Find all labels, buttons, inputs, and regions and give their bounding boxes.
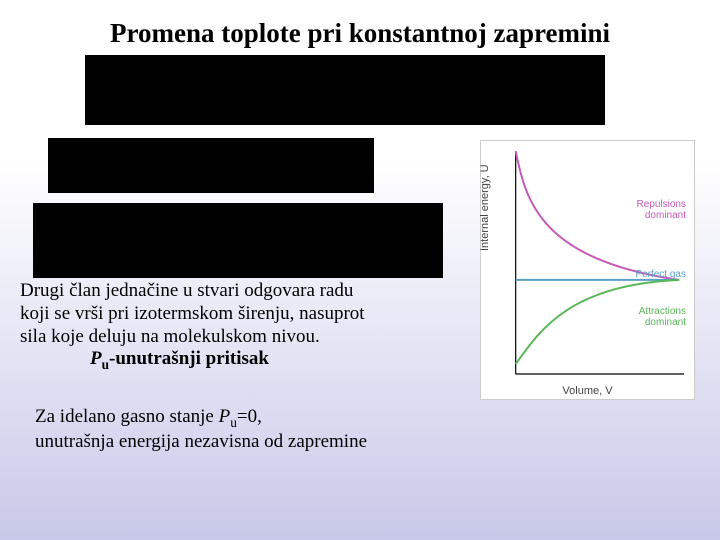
p1-emph-P: P — [90, 348, 102, 369]
redacted-block-1 — [85, 55, 605, 125]
p1-line3: sila koje deluju na molekulskom nivou. — [20, 326, 320, 347]
p1-emph-sub: u — [102, 357, 109, 372]
p1-line1: Drugi član jednačine u stvari odgovara r… — [20, 280, 353, 301]
redacted-block-2 — [48, 138, 374, 193]
p1-emphasis: Pu-unutrašnji pritisak — [90, 348, 450, 373]
page-title: Promena toplote pri konstantnoj zapremin… — [0, 0, 720, 49]
label-perfect: Perfect gas — [635, 269, 686, 280]
p1-line2: koji se vrši pri izotermskom širenju, na… — [20, 303, 365, 324]
label-repulsions: Repulsions dominant — [616, 199, 686, 221]
p2-l1a: Za idelano gasno stanje — [35, 406, 219, 427]
p2-P: P — [219, 406, 231, 427]
x-axis-label: Volume, V — [481, 385, 694, 397]
redacted-block-3 — [33, 203, 443, 278]
p2-sub: u — [230, 415, 237, 430]
energy-volume-chart: Internal energy, U Volume, V Repulsions … — [480, 140, 695, 400]
label-attractions: Attractions dominant — [616, 306, 686, 328]
p1-emph-rest: -unutrašnji pritisak — [109, 348, 269, 369]
paragraph-2: Za idelano gasno stanje Pu=0, unutrašnja… — [35, 406, 455, 454]
p2-l2: unutrašnja energija nezavisna od zapremi… — [35, 431, 367, 452]
p2-l1b: =0, — [237, 406, 262, 427]
paragraph-1: Drugi član jednačine u stvari odgovara r… — [20, 280, 450, 373]
y-axis-label: Internal energy, U — [479, 164, 491, 251]
